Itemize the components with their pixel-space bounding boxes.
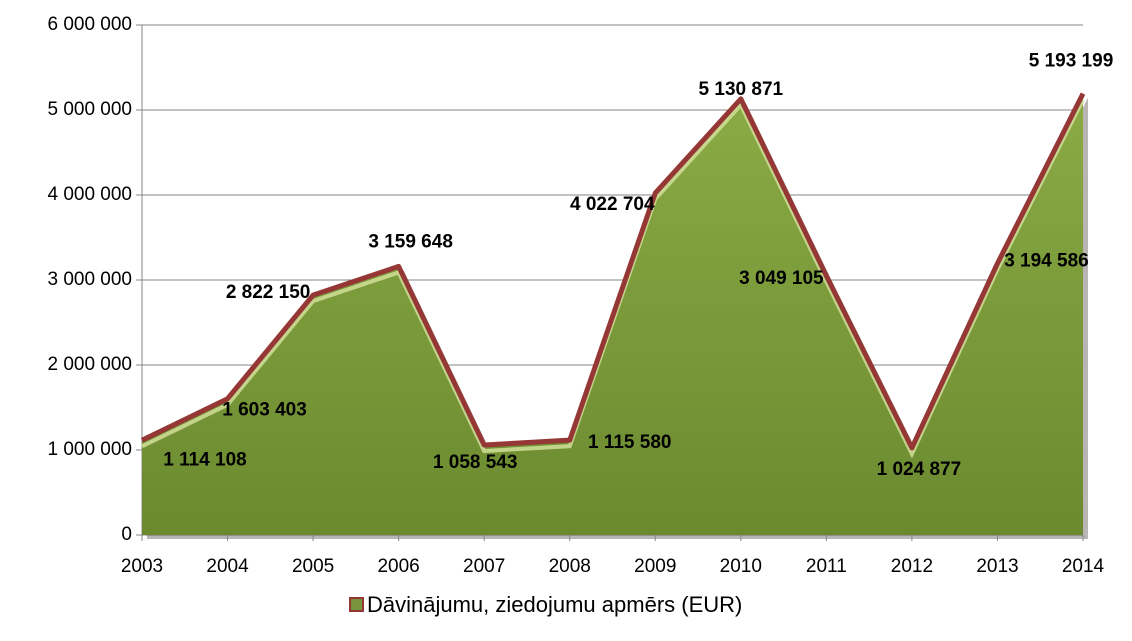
y-tick-label: 4 000 000: [47, 184, 132, 205]
x-tick-label: 2003: [121, 556, 163, 577]
area-edge: [140, 92, 1086, 451]
x-tick-label: 2007: [463, 556, 505, 577]
x-tick-label: 2013: [976, 556, 1018, 577]
value-label: 1 115 580: [588, 432, 671, 453]
value-label: 5 130 871: [699, 79, 784, 100]
x-tick-label: 2005: [292, 556, 334, 577]
y-tick-label: 6 000 000: [47, 14, 132, 35]
value-label: 3 049 105: [739, 268, 824, 289]
x-tick-label: 2008: [549, 556, 591, 577]
x-tick-label: 2012: [891, 556, 933, 577]
y-tick-label: 3 000 000: [47, 269, 132, 290]
value-label: 4 022 704: [570, 194, 655, 215]
x-tick-label: 2010: [720, 556, 762, 577]
y-tick-label: 0: [121, 524, 132, 545]
x-tick-label: 2014: [1062, 556, 1105, 577]
y-tick-label: 2 000 000: [47, 354, 132, 375]
value-label: 1 058 543: [433, 452, 518, 473]
x-tick-label: 2006: [377, 556, 419, 577]
value-label: 3 159 648: [368, 231, 453, 252]
legend-label: Dāvinājumu, ziedojumu apmērs (EUR): [367, 592, 742, 617]
value-label: 1 024 877: [877, 459, 962, 480]
y-tick-label: 5 000 000: [47, 99, 132, 120]
value-label: 1 114 108: [163, 449, 246, 470]
y-tick-label: 1 000 000: [47, 439, 132, 460]
x-tick-label: 2011: [806, 556, 847, 577]
area: [142, 93, 1083, 535]
x-tick-label: 2004: [206, 556, 249, 577]
value-label: 3 194 586: [1004, 250, 1089, 271]
x-tick-label: 2009: [634, 556, 676, 577]
value-label: 2 822 150: [226, 282, 311, 303]
value-label: 5 193 199: [1029, 51, 1114, 72]
legend-swatch: [349, 597, 364, 612]
value-label: 1 603 403: [222, 400, 307, 421]
